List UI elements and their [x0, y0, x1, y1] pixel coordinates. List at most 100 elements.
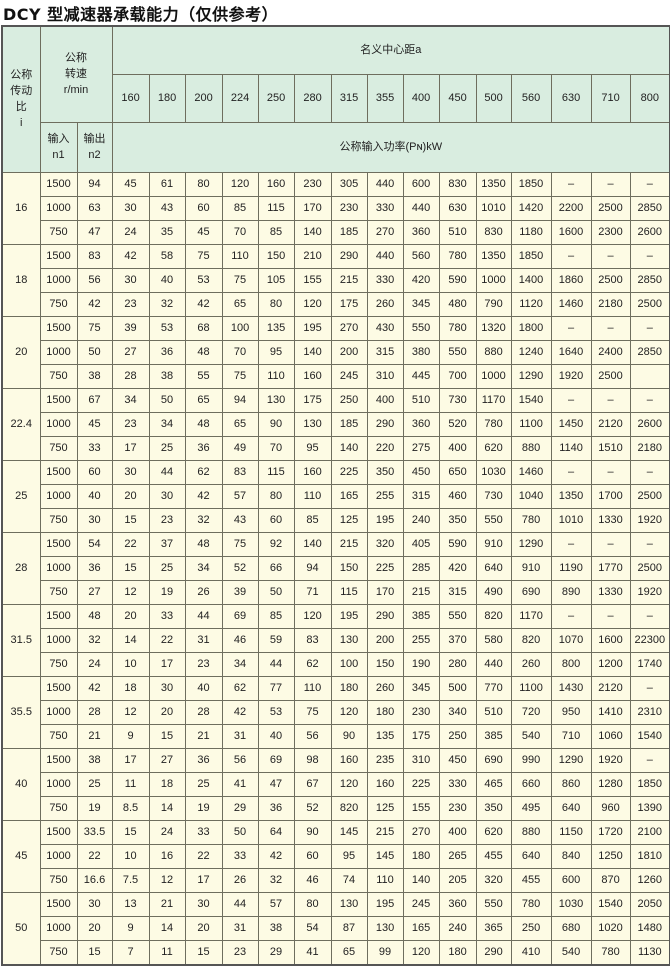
power-cell: 140 — [293, 531, 332, 557]
power-cell: 380 — [402, 339, 440, 365]
power-cell: 14 — [148, 795, 186, 821]
power-cell: 880 — [510, 435, 552, 461]
power-cell: 62 — [221, 675, 259, 701]
input-speed-cell: 750 — [39, 363, 78, 389]
power-cell: 10 — [111, 843, 150, 869]
power-cell: 45 — [184, 219, 223, 245]
power-cell: 360 — [402, 219, 440, 245]
power-cell: 550 — [402, 315, 440, 341]
input-speed-cell: 1500 — [39, 747, 78, 773]
output-speed-cell: 40 — [76, 483, 113, 509]
power-cell: 320 — [366, 531, 404, 557]
power-cell: 320 — [475, 867, 512, 893]
input-speed-cell: 750 — [39, 795, 78, 821]
power-cell: 1240 — [510, 339, 552, 365]
input-header-line: 输入 — [47, 133, 70, 145]
power-cell: 620 — [475, 819, 512, 845]
power-cell: 44 — [184, 603, 223, 629]
power-cell: 25 — [148, 435, 186, 461]
power-cell: – — [550, 459, 592, 485]
power-cell: 25 — [148, 555, 186, 581]
power-cell: – — [550, 315, 592, 341]
power-cell: 45 — [111, 171, 150, 197]
ratio-header-line: 比 — [15, 101, 27, 114]
power-cell: 255 — [402, 627, 440, 653]
center-distance-200: 200 — [184, 73, 223, 123]
power-cell: 40 — [257, 723, 295, 749]
power-cell: 74 — [330, 867, 368, 893]
power-cell: 710 — [550, 723, 592, 749]
center-distance-630: 630 — [550, 73, 592, 123]
power-cell: 75 — [221, 267, 259, 293]
power-cell: 56 — [221, 747, 259, 773]
power-cell: 590 — [438, 531, 477, 557]
power-cell: 130 — [330, 627, 368, 653]
power-cell: 47 — [257, 771, 295, 797]
power-cell: 285 — [402, 555, 440, 581]
power-cell: 330 — [366, 267, 404, 293]
power-cell: 90 — [257, 411, 295, 437]
power-cell: 54 — [293, 915, 332, 941]
power-cell: 175 — [330, 291, 368, 317]
table-row: 1000 20 9 14 20 31 38 54 87 130 165 240 365 250 680 102… — [2, 915, 670, 941]
output-speed-cell: 27 — [76, 579, 113, 605]
power-cell: 1850 — [629, 771, 670, 797]
power-cell: 1720 — [590, 819, 631, 845]
power-cell: 960 — [590, 795, 631, 821]
power-cell: 20 — [184, 915, 223, 941]
power-cell: 62 — [184, 459, 223, 485]
power-header: 公称输入功率(Pɴ)kW — [111, 121, 670, 173]
input-speed-cell: 1000 — [39, 267, 78, 293]
power-cell: 1700 — [590, 483, 631, 509]
input-speed-cell: 750 — [39, 867, 78, 893]
power-cell: 270 — [402, 819, 440, 845]
input-speed-cell: 1500 — [39, 675, 78, 701]
input-speed-cell: 1500 — [39, 531, 78, 557]
power-cell: 270 — [366, 219, 404, 245]
input-speed-cell: 1500 — [39, 891, 78, 917]
power-cell: 64 — [257, 819, 295, 845]
power-cell: 450 — [402, 459, 440, 485]
table-row: 1000 63 30 43 60 85 115 170 230 330 440 630 1010 1420… — [2, 195, 670, 221]
ratio-cell: 45 — [1, 819, 41, 893]
power-cell: 820 — [510, 627, 552, 653]
power-cell: 490 — [475, 579, 512, 605]
power-cell: 23 — [111, 291, 150, 317]
input-speed-header: 输入 n1 — [39, 121, 78, 173]
power-cell: 1460 — [510, 459, 552, 485]
power-cell: 24 — [148, 819, 186, 845]
power-cell: 48 — [184, 531, 223, 557]
power-cell: 125 — [330, 507, 368, 533]
output-speed-cell: 38 — [76, 747, 113, 773]
power-cell: 210 — [293, 243, 332, 269]
power-cell: 305 — [330, 171, 368, 197]
power-cell: 69 — [221, 603, 259, 629]
power-cell: 66 — [257, 555, 295, 581]
output-speed-cell: 33.5 — [76, 819, 113, 845]
power-cell: 830 — [438, 171, 477, 197]
power-cell: 85 — [221, 195, 259, 221]
power-cell: 1290 — [510, 531, 552, 557]
power-cell: 35 — [148, 219, 186, 245]
power-cell: 90 — [330, 723, 368, 749]
power-cell: 18 — [111, 675, 150, 701]
power-cell: 32 — [257, 867, 295, 893]
power-cell: 2500 — [629, 291, 670, 317]
speed-header-line: 公称 — [65, 52, 87, 65]
power-cell: 600 — [550, 867, 592, 893]
ratio-cell: 35.5 — [1, 675, 41, 749]
power-cell: 1390 — [629, 795, 670, 821]
power-cell: 22 — [184, 843, 223, 869]
power-cell: 520 — [438, 411, 477, 437]
power-cell: 2120 — [590, 411, 631, 437]
center-distance-710: 710 — [590, 73, 631, 123]
power-cell: 80 — [184, 171, 223, 197]
power-cell: 14 — [111, 627, 150, 653]
power-cell: 225 — [402, 771, 440, 797]
power-cell: – — [629, 459, 670, 485]
power-cell: 1860 — [550, 267, 592, 293]
table-row: 22.4 1500 67 34 50 65 94 130 175 250 400 510 730 1170… — [1, 387, 670, 461]
power-cell: 125 — [366, 795, 404, 821]
power-cell: 13 — [111, 891, 150, 917]
output-speed-cell: 56 — [76, 267, 113, 293]
